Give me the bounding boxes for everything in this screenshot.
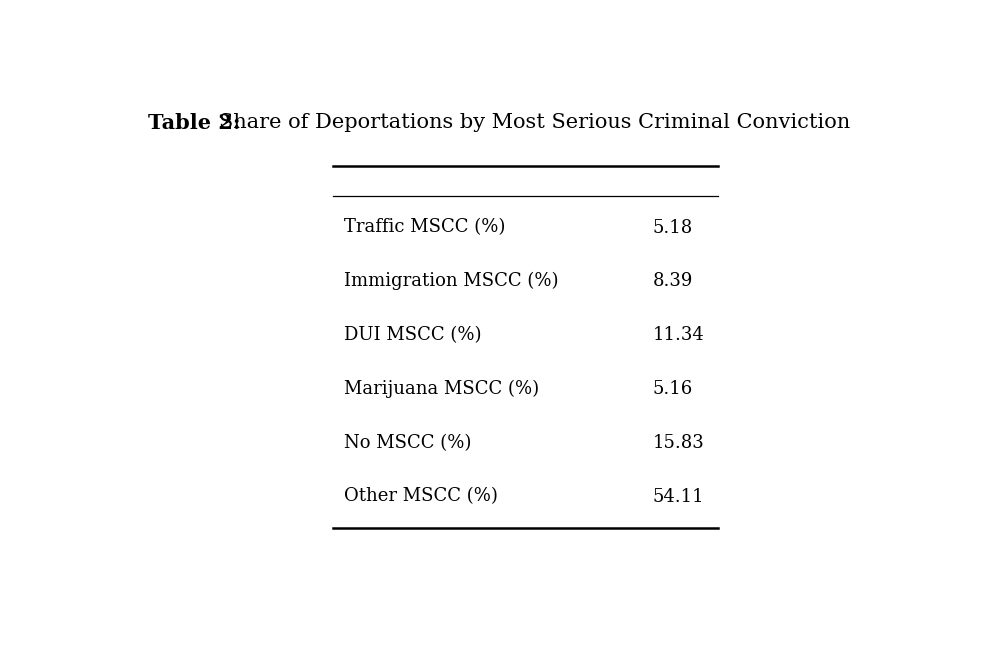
Text: 54.11: 54.11 xyxy=(652,488,704,506)
Text: 11.34: 11.34 xyxy=(652,326,704,344)
Text: Other MSCC (%): Other MSCC (%) xyxy=(344,488,498,506)
Text: 5.16: 5.16 xyxy=(652,380,692,398)
Text: No MSCC (%): No MSCC (%) xyxy=(344,434,471,452)
Text: 5.18: 5.18 xyxy=(652,218,692,237)
Text: Share of Deportations by Most Serious Criminal Conviction: Share of Deportations by Most Serious Cr… xyxy=(219,113,850,132)
Text: Marijuana MSCC (%): Marijuana MSCC (%) xyxy=(344,380,539,398)
Text: 8.39: 8.39 xyxy=(652,272,692,291)
Text: DUI MSCC (%): DUI MSCC (%) xyxy=(344,326,481,344)
Text: Immigration MSCC (%): Immigration MSCC (%) xyxy=(344,272,558,291)
Text: 15.83: 15.83 xyxy=(652,434,704,452)
Text: Traffic MSCC (%): Traffic MSCC (%) xyxy=(344,218,505,237)
Text: Table 2:: Table 2: xyxy=(147,113,240,133)
